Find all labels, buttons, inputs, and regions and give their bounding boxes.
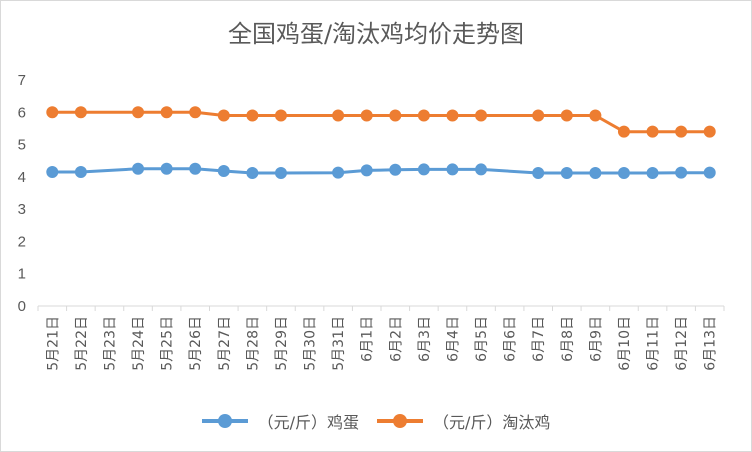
data-point-1 bbox=[675, 125, 688, 138]
data-point-0 bbox=[360, 164, 373, 177]
data-point-1 bbox=[646, 125, 659, 138]
x-tick-label: 6月8日 bbox=[560, 316, 576, 362]
y-tick-label: 7 bbox=[18, 72, 26, 89]
y-tick-label: 4 bbox=[18, 169, 26, 186]
x-tick-label: 6月9日 bbox=[588, 316, 604, 362]
y-tick-label: 6 bbox=[18, 104, 26, 121]
y-tick-label: 2 bbox=[18, 233, 26, 250]
data-point-0 bbox=[74, 166, 87, 179]
data-point-0 bbox=[389, 163, 402, 176]
legend-swatch-hen bbox=[377, 414, 423, 428]
legend-label-egg: （元/斤）鸡蛋 bbox=[257, 413, 359, 432]
data-point-1 bbox=[274, 109, 287, 122]
x-tick-label: 5月27日 bbox=[217, 316, 233, 371]
data-point-0 bbox=[617, 166, 630, 179]
data-point-1 bbox=[617, 125, 630, 138]
x-tick-label: 5月31日 bbox=[331, 316, 347, 371]
data-point-1 bbox=[132, 106, 145, 119]
data-point-1 bbox=[417, 109, 430, 122]
data-point-0 bbox=[274, 166, 287, 179]
x-tick-label: 5月30日 bbox=[303, 316, 319, 371]
data-point-0 bbox=[160, 162, 173, 175]
x-tick-label: 6月6日 bbox=[503, 316, 519, 362]
data-point-0 bbox=[46, 166, 59, 179]
data-point-1 bbox=[560, 109, 573, 122]
y-tick-label: 1 bbox=[18, 266, 26, 283]
y-tick-label: 0 bbox=[18, 298, 26, 315]
x-tick-label: 6月7日 bbox=[531, 316, 547, 362]
x-tick-label: 6月12日 bbox=[674, 316, 690, 371]
data-point-0 bbox=[417, 163, 430, 176]
legend-item-hen[interactable]: （元/斤）淘汰鸡 bbox=[377, 409, 550, 433]
data-point-1 bbox=[189, 106, 202, 119]
data-point-0 bbox=[132, 162, 145, 175]
data-point-1 bbox=[160, 106, 173, 119]
data-point-1 bbox=[246, 109, 259, 122]
legend-swatch-egg bbox=[201, 414, 248, 428]
x-tick-label: 5月24日 bbox=[131, 316, 147, 371]
data-point-1 bbox=[703, 125, 716, 138]
data-point-0 bbox=[189, 162, 202, 175]
data-point-0 bbox=[532, 166, 545, 179]
x-tick-label: 6月13日 bbox=[703, 316, 719, 371]
x-tick-label: 5月26日 bbox=[188, 316, 204, 371]
data-point-0 bbox=[217, 165, 230, 178]
data-point-1 bbox=[332, 109, 345, 122]
x-tick-label: 5月25日 bbox=[160, 316, 176, 371]
data-point-1 bbox=[46, 106, 59, 119]
x-tick-label: 5月22日 bbox=[74, 316, 90, 371]
data-point-0 bbox=[646, 166, 659, 179]
x-tick-label: 6月1日 bbox=[360, 316, 376, 362]
x-tick-label: 6月2日 bbox=[388, 316, 404, 362]
x-tick-label: 5月21日 bbox=[45, 316, 61, 371]
data-point-1 bbox=[475, 109, 488, 122]
data-point-1 bbox=[74, 106, 87, 119]
y-tick-label: 5 bbox=[18, 137, 26, 154]
series-line-1 bbox=[50, 110, 712, 134]
x-tick-label: 5月23日 bbox=[102, 316, 118, 371]
data-point-0 bbox=[560, 166, 573, 179]
x-tick-label: 6月3日 bbox=[417, 316, 433, 362]
data-point-0 bbox=[589, 166, 602, 179]
x-tick-label: 6月4日 bbox=[445, 316, 461, 362]
data-point-0 bbox=[475, 163, 488, 176]
data-point-0 bbox=[246, 166, 259, 179]
legend-item-egg[interactable]: （元/斤）鸡蛋 bbox=[201, 409, 359, 433]
x-tick-label: 6月10日 bbox=[617, 316, 633, 371]
x-tick-label: 6月11日 bbox=[646, 316, 662, 371]
y-tick-label: 3 bbox=[18, 201, 26, 218]
series-line-0 bbox=[50, 167, 712, 175]
x-tick-label: 5月28日 bbox=[245, 316, 261, 371]
data-point-1 bbox=[389, 109, 402, 122]
data-point-1 bbox=[446, 109, 459, 122]
data-point-1 bbox=[360, 109, 373, 122]
chart-title: 全国鸡蛋/淘汰鸡均价走势图 bbox=[227, 20, 525, 48]
data-point-0 bbox=[675, 166, 688, 179]
data-point-0 bbox=[703, 166, 716, 179]
legend-label-hen: （元/斤）淘汰鸡 bbox=[433, 413, 551, 432]
data-point-1 bbox=[532, 109, 545, 122]
x-tick-label: 6月5日 bbox=[474, 316, 490, 362]
chart-legend: （元/斤）鸡蛋 （元/斤）淘汰鸡 bbox=[0, 406, 752, 436]
data-point-1 bbox=[589, 109, 602, 122]
data-point-1 bbox=[217, 109, 230, 122]
x-tick-label: 5月29日 bbox=[274, 316, 290, 371]
data-point-0 bbox=[332, 166, 345, 179]
data-point-0 bbox=[446, 163, 459, 176]
